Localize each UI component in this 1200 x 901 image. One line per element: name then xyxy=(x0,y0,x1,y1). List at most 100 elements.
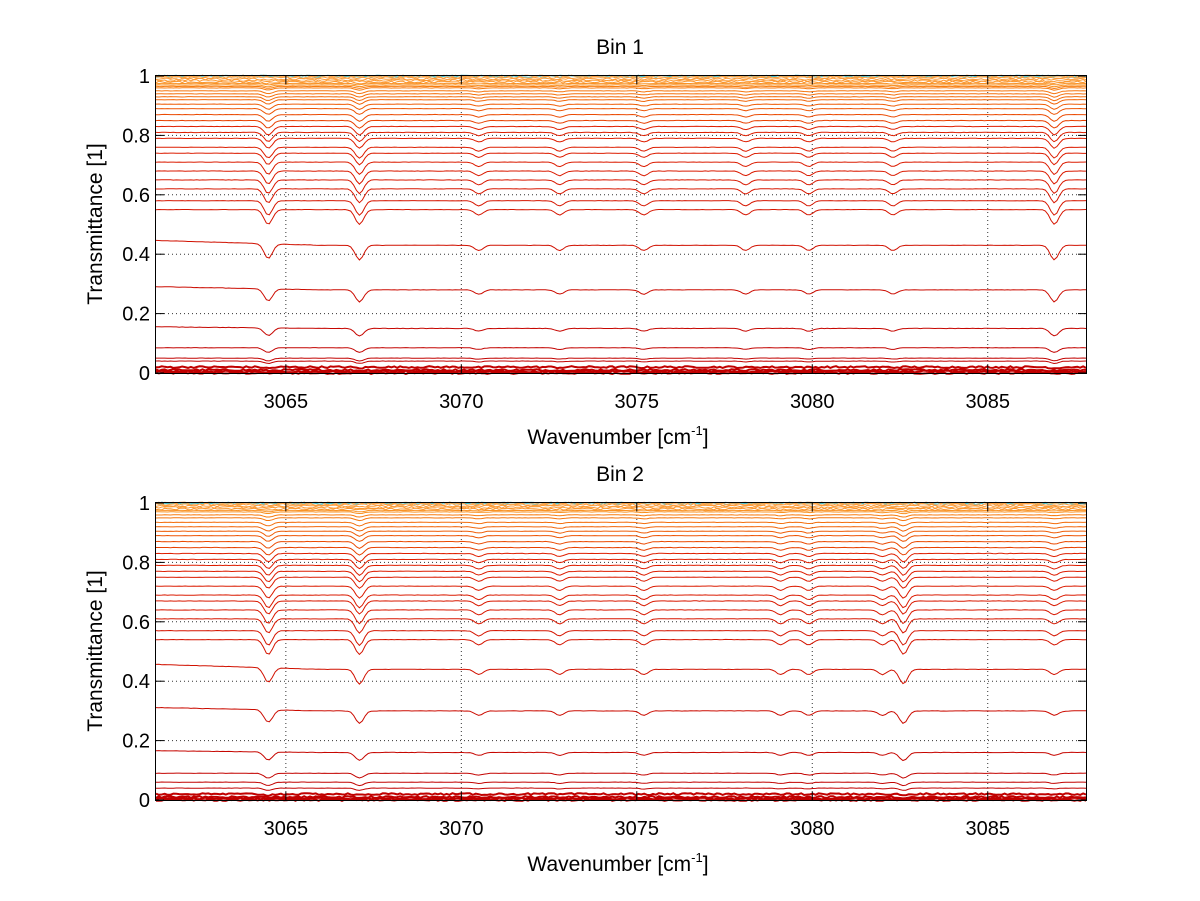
panel-bin-1: Bin 1 3065 3070 3075 3080 3085 0 0.2 0.4 0.6 0.8… xyxy=(84,36,1087,449)
axes-frame xyxy=(155,502,1087,801)
panel-bin-2: Bin 2 3065 3070 3075 3080 3085 0 0.2 0.4 0.6 0.8… xyxy=(84,463,1087,876)
series-line xyxy=(156,576,1086,589)
series-line xyxy=(156,517,1086,522)
series-line xyxy=(156,79,1086,83)
series-line xyxy=(156,90,1086,95)
series-line xyxy=(156,188,1086,204)
series-line xyxy=(156,558,1086,570)
grid xyxy=(156,503,1086,800)
series-line xyxy=(156,787,1086,791)
series-line xyxy=(156,594,1086,609)
y-tick-label: 0 xyxy=(139,363,150,385)
series-line xyxy=(156,564,1086,577)
series-line xyxy=(156,663,1086,685)
x-tick-label: 3070 xyxy=(439,818,484,840)
x-tick-label: 3075 xyxy=(615,391,660,413)
series-line xyxy=(156,503,1086,507)
series-line xyxy=(156,99,1086,105)
x-tick-label: 3070 xyxy=(439,391,484,413)
series-line xyxy=(156,208,1086,226)
series-line xyxy=(156,521,1086,527)
x-tick-label: 3065 xyxy=(264,818,309,840)
series-line xyxy=(156,200,1086,216)
series-line xyxy=(156,125,1086,136)
series-line xyxy=(156,368,1086,373)
series-line xyxy=(156,357,1086,362)
series-line xyxy=(156,119,1086,129)
series-line xyxy=(156,103,1086,110)
y-tick-label: 0.8 xyxy=(122,552,150,574)
series-line xyxy=(156,540,1086,549)
series-lines xyxy=(156,74,1086,375)
y-tick-labels: 0 0.2 0.4 0.6 0.8 1 xyxy=(122,66,1086,385)
series-line xyxy=(156,530,1086,537)
series-line xyxy=(156,796,1086,801)
series-line xyxy=(156,179,1086,195)
series-line xyxy=(156,326,1086,337)
series-line xyxy=(156,107,1086,115)
series-line xyxy=(156,781,1086,787)
y-tick-label: 1 xyxy=(139,66,150,88)
x-tick-labels: 3065 3070 3075 3080 3085 xyxy=(264,76,1010,413)
series-line xyxy=(156,638,1086,656)
series-line xyxy=(156,609,1086,625)
panel-title: Bin 1 xyxy=(596,36,644,59)
series-line xyxy=(156,750,1086,762)
series-line xyxy=(156,170,1086,185)
series-line xyxy=(156,600,1086,615)
x-tick-label: 3085 xyxy=(965,391,1010,413)
series-line xyxy=(156,85,1086,90)
x-tick-label: 3080 xyxy=(790,818,835,840)
series-line xyxy=(156,706,1086,724)
grid xyxy=(156,76,1086,373)
series-line xyxy=(156,365,1086,370)
series-line xyxy=(156,239,1086,261)
series-line xyxy=(156,570,1086,583)
y-tick-label: 1 xyxy=(139,493,150,515)
series-line xyxy=(156,87,1086,91)
series-line xyxy=(156,93,1086,98)
series-line xyxy=(156,546,1086,556)
series-line xyxy=(156,82,1086,86)
series-line xyxy=(156,76,1086,80)
y-tick-label: 0.6 xyxy=(122,185,150,207)
series-line xyxy=(156,795,1086,800)
series-line xyxy=(156,772,1086,779)
series-line xyxy=(156,113,1086,122)
series-line xyxy=(156,509,1086,513)
y-tick-label: 0.6 xyxy=(122,612,150,634)
series-line xyxy=(156,146,1086,159)
x-axis-label: Wavenumber [cm-1] xyxy=(527,850,708,876)
series-line xyxy=(156,511,1086,515)
series-line xyxy=(156,131,1086,143)
series-line xyxy=(156,504,1086,508)
y-tick-label: 0.8 xyxy=(122,125,150,147)
y-tick-label: 0 xyxy=(139,790,150,812)
series-line xyxy=(156,629,1086,647)
series-line xyxy=(156,152,1086,166)
series-line xyxy=(156,96,1086,102)
x-tick-label: 3080 xyxy=(790,391,835,413)
series-line xyxy=(156,507,1086,512)
series-line xyxy=(156,137,1086,149)
y-axis-label: Transmittance [1] xyxy=(84,143,107,304)
series-line xyxy=(156,286,1086,303)
y-tick-label: 0.2 xyxy=(122,304,150,326)
series-line xyxy=(156,618,1086,634)
series-line xyxy=(156,585,1086,599)
series-line xyxy=(156,552,1086,563)
series-line xyxy=(156,347,1086,353)
y-tick-label: 0.4 xyxy=(122,244,150,266)
panel-title: Bin 2 xyxy=(596,463,644,486)
x-tick-labels: 3065 3070 3075 3080 3085 xyxy=(264,503,1010,840)
series-line xyxy=(156,77,1086,81)
y-axis-label: Transmittance [1] xyxy=(84,570,107,731)
series-line xyxy=(156,84,1086,88)
series-line xyxy=(156,514,1086,518)
x-tick-label: 3075 xyxy=(615,818,660,840)
x-tick-label: 3065 xyxy=(264,391,309,413)
series-line xyxy=(156,80,1086,85)
y-tick-labels: 0 0.2 0.4 0.6 0.8 1 xyxy=(122,493,1086,812)
series-line xyxy=(156,360,1086,365)
